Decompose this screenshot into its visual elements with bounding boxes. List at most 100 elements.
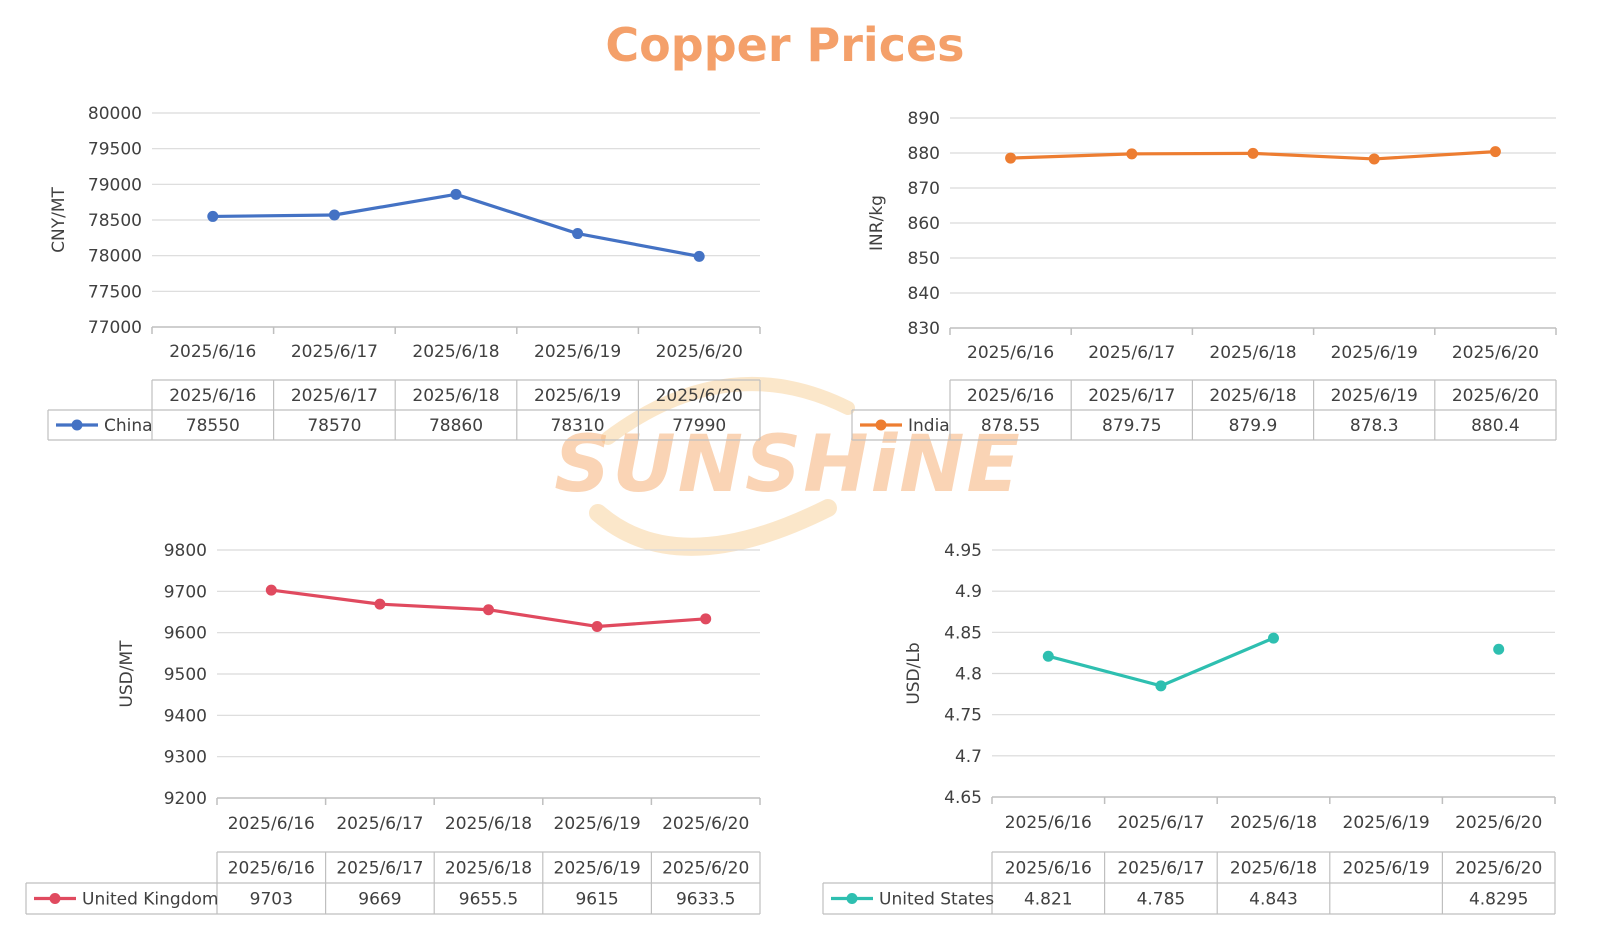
page-title: Copper Prices — [605, 18, 965, 72]
data-point — [572, 228, 584, 240]
legend-series-name: United States — [879, 890, 994, 910]
legend-key-marker — [49, 893, 61, 904]
y-tick-label: 850 — [908, 249, 940, 269]
x-tick-label: 2025/6/16 — [228, 814, 315, 834]
table-value-cell: 77990 — [672, 416, 726, 436]
series-line-segment — [454, 192, 580, 236]
series-line-segment — [332, 192, 458, 217]
y-tick-label: 4.9 — [955, 582, 982, 602]
table-header-cell: 2025/6/19 — [554, 859, 641, 879]
y-axis-title: INR/kg — [867, 195, 887, 251]
table-header-cell: 2025/6/19 — [1343, 859, 1430, 879]
data-point — [1268, 632, 1279, 644]
x-tick-label: 2025/6/17 — [1088, 343, 1175, 363]
table-header-cell: 2025/6/16 — [228, 859, 315, 879]
y-tick-label: 79000 — [88, 175, 142, 195]
table-header-cell: 2025/6/18 — [412, 386, 499, 406]
y-tick-label: 78500 — [88, 211, 142, 231]
table-header-cell: 2025/6/18 — [445, 859, 532, 879]
chart-china: 77000 77500 78000 78500 79000 79500 80000 2025/… — [40, 95, 780, 455]
y-tick-label: 9400 — [164, 706, 207, 726]
y-tick-label: 870 — [908, 179, 940, 199]
data-point — [374, 598, 386, 610]
y-tick-label: 9700 — [164, 582, 207, 602]
y-tick-label: 4.75 — [944, 706, 982, 726]
legend-key-marker — [71, 419, 83, 431]
x-tick-label: 2025/6/19 — [1343, 813, 1430, 833]
data-point — [1247, 147, 1259, 159]
chart-svg: 830 840 850 860 870 880 890 2025/6/16 2025/6/17 2… — [851, 109, 1557, 441]
y-tick-label: 860 — [908, 214, 940, 234]
table-header-cell: 2025/6/20 — [1452, 386, 1539, 406]
table-value-cell: 78570 — [307, 416, 361, 436]
y-tick-label: 890 — [908, 109, 940, 129]
legend-series-name: India — [908, 416, 950, 436]
x-tick-label: 2025/6/16 — [967, 343, 1054, 363]
chart-united-states: 4.65 4.7 4.75 4.8 4.85 4.9 4.95 2025/6/16 2025/6… — [815, 530, 1575, 930]
table-header-cell: 2025/6/16 — [169, 386, 256, 406]
data-point — [328, 209, 340, 221]
chart-united-kingdom: 9200 9300 9400 9500 9600 9700 9800 2025/6/16 202… — [20, 530, 780, 930]
x-tick-label: 2025/6/20 — [1455, 813, 1542, 833]
chart-svg: 4.65 4.7 4.75 4.8 4.85 4.9 4.95 2025/6/16 2025/6… — [822, 541, 1556, 915]
y-tick-label: 9300 — [164, 748, 207, 768]
data-point — [1493, 643, 1505, 655]
table-value-cell: 78860 — [429, 416, 483, 436]
y-tick-label: 880 — [908, 144, 940, 164]
x-tick-label: 2025/6/17 — [1117, 813, 1204, 833]
series-line-segment — [1372, 149, 1498, 161]
series-line-segment — [1009, 152, 1134, 160]
table-header-cell: 2025/6/20 — [662, 859, 749, 879]
table-value-cell: 4.821 — [1024, 890, 1073, 910]
data-point — [700, 613, 712, 625]
table-header-cell: 2025/6/17 — [1088, 386, 1175, 406]
chart-svg: 9200 9300 9400 9500 9600 9700 9800 2025/6/16 202… — [25, 541, 761, 915]
table-header-cell: 2025/6/17 — [336, 859, 423, 879]
x-tick-label: 2025/6/20 — [656, 342, 743, 362]
data-point — [1368, 153, 1380, 165]
table-value-cell: 879.75 — [1102, 416, 1161, 436]
table-value-cell: 880.4 — [1471, 416, 1520, 436]
series-line-segment — [211, 213, 336, 219]
series-line-segment — [595, 617, 708, 629]
x-tick-label: 2025/6/18 — [445, 814, 532, 834]
y-axis-title: USD/Lb — [904, 642, 924, 704]
table-value-cell: 9703 — [250, 890, 293, 910]
series-line-segment — [1046, 654, 1163, 688]
series-line-segment — [269, 588, 382, 606]
data-point — [265, 584, 277, 596]
y-tick-label: 9800 — [164, 541, 207, 561]
legend-key-marker — [846, 893, 858, 904]
x-tick-label: 2025/6/16 — [169, 342, 256, 362]
data-point — [1126, 148, 1138, 160]
data-point — [483, 604, 494, 616]
x-tick-label: 2025/6/17 — [291, 342, 378, 362]
y-tick-label: 9500 — [164, 665, 207, 685]
y-axis-title: USD/MT — [117, 640, 137, 708]
x-tick-label: 2025/6/20 — [1452, 343, 1539, 363]
legend-series-name: China — [104, 416, 153, 436]
y-tick-label: 77500 — [88, 282, 142, 302]
series-line-segment — [486, 608, 599, 629]
y-tick-label: 9600 — [164, 624, 207, 644]
table-value-cell: 878.55 — [981, 416, 1040, 436]
table-value-cell: 878.3 — [1350, 416, 1399, 436]
table-header-cell: 2025/6/19 — [1331, 386, 1418, 406]
series-line-segment — [378, 602, 491, 612]
data-point — [591, 620, 603, 632]
x-tick-label: 2025/6/18 — [1209, 343, 1296, 363]
x-tick-label: 2025/6/18 — [1230, 813, 1317, 833]
series-line-segment — [1159, 636, 1276, 688]
chart-svg: 77000 77500 78000 78500 79000 79500 80000 2025/… — [47, 104, 761, 441]
table-value-cell: 9633.5 — [676, 890, 735, 910]
data-point — [1042, 650, 1054, 662]
y-tick-label: 840 — [908, 284, 940, 304]
x-tick-label: 2025/6/19 — [554, 814, 641, 834]
table-header-cell: 2025/6/20 — [1455, 859, 1542, 879]
legend-key-marker — [875, 419, 887, 431]
x-tick-label: 2025/6/19 — [1331, 343, 1418, 363]
table-header-cell: 2025/6/17 — [291, 386, 378, 406]
y-tick-label: 4.65 — [944, 788, 982, 808]
table-header-cell: 2025/6/16 — [1005, 859, 1092, 879]
y-tick-label: 830 — [908, 319, 940, 339]
